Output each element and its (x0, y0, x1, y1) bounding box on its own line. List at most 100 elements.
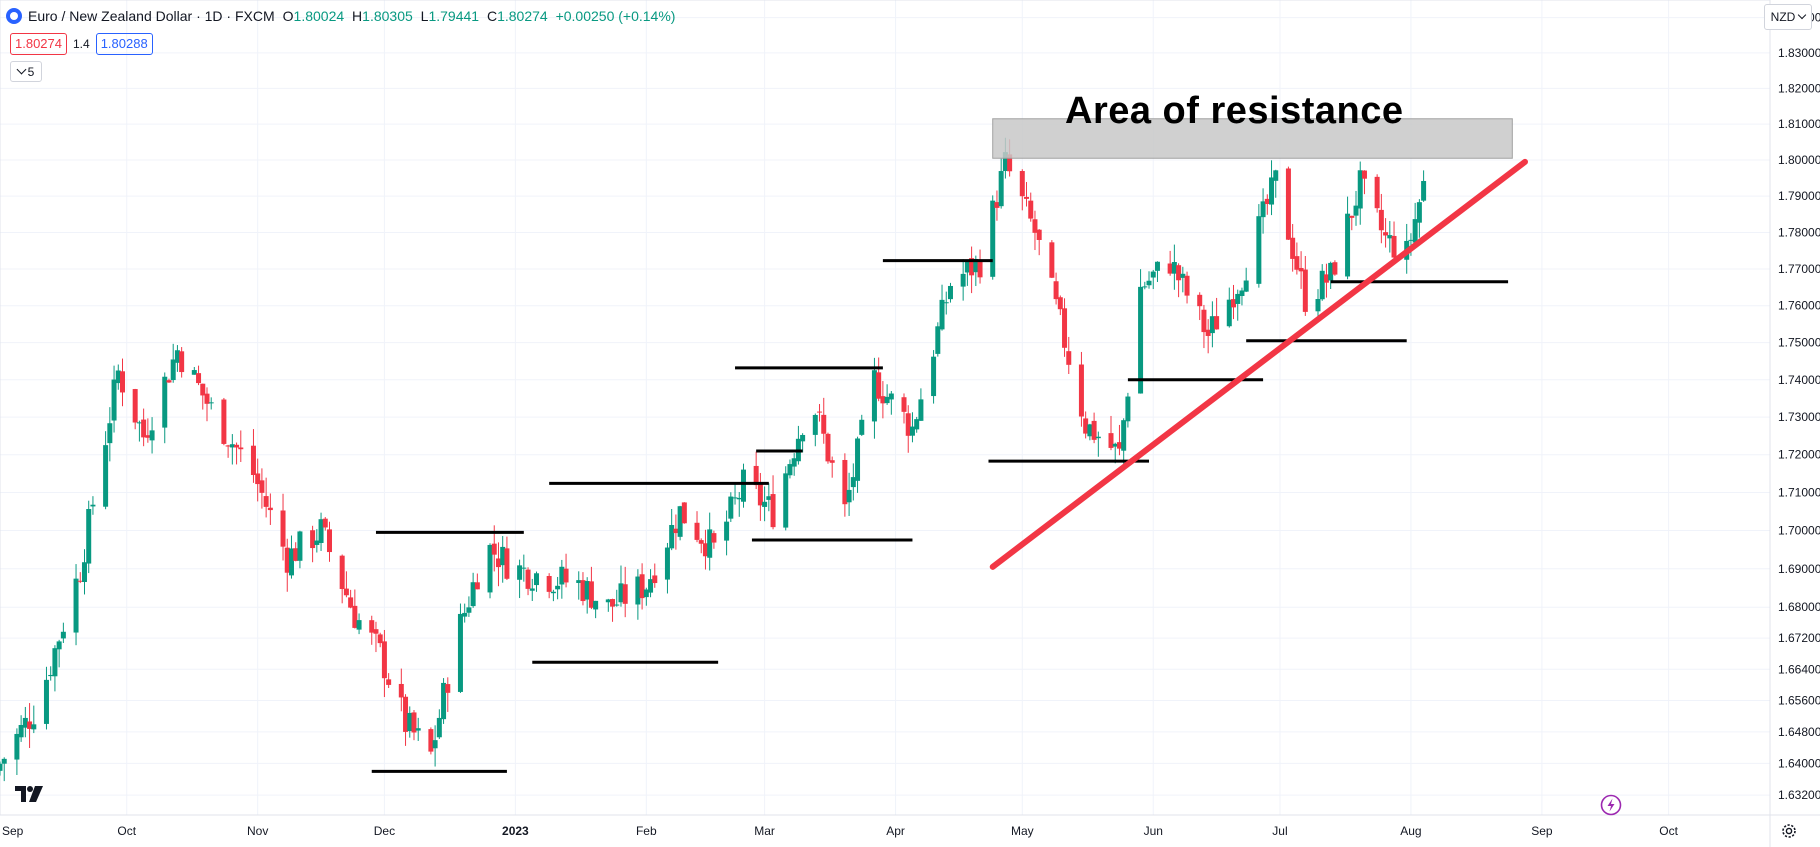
candle-down (1184, 275, 1190, 296)
trendline (989, 158, 1528, 570)
candle-up (614, 604, 620, 606)
candle-down (1197, 294, 1203, 307)
candle-up (635, 576, 641, 605)
candle-down (445, 684, 451, 693)
candle-up (584, 581, 590, 600)
candle-up (1387, 235, 1393, 239)
indicators-toggle-button[interactable]: 5 (10, 61, 42, 82)
candle-down (352, 605, 358, 628)
candle-down (373, 629, 379, 634)
candle-up (107, 423, 113, 444)
candle-down (200, 383, 206, 396)
y-tick-label: 1.83000 (1778, 46, 1820, 60)
candle-up (517, 565, 523, 580)
candle-down (495, 558, 501, 568)
symbol-title[interactable]: Euro / New Zealand Dollar · 1D · FXCM (28, 8, 275, 24)
candle-down (1205, 329, 1211, 336)
candle-down (1028, 200, 1034, 219)
candle-down (876, 372, 882, 399)
sell-price-button[interactable]: 1.80274 (10, 33, 67, 55)
candle-down (1116, 442, 1122, 449)
candle-up (1180, 273, 1186, 278)
candle-up (943, 302, 949, 304)
candle-down (267, 507, 273, 511)
candle-up (1121, 420, 1127, 451)
candle-down (1007, 154, 1013, 172)
candle-up (740, 469, 746, 502)
open-value: 1.80024 (293, 8, 345, 24)
candle-down (652, 575, 658, 584)
candle-up (964, 261, 970, 273)
candle-down (491, 543, 497, 555)
candle-up (1315, 299, 1321, 312)
resistance-zone (992, 118, 1513, 159)
candle-down (673, 528, 679, 534)
candle-down (1176, 265, 1182, 281)
candle-up (1235, 293, 1241, 304)
candle-up (356, 620, 362, 630)
candle-down (711, 533, 717, 543)
candle-up (1239, 290, 1245, 296)
candle-down (1290, 237, 1296, 259)
candle-up (22, 717, 28, 728)
candle-up (643, 589, 649, 598)
x-tick-label: Nov (247, 824, 268, 838)
candle-down (1053, 281, 1059, 300)
candle-up (555, 585, 561, 590)
candle-up (888, 393, 894, 400)
candle-down (1024, 196, 1030, 199)
candle-down (1231, 299, 1237, 308)
candle-up (432, 740, 438, 749)
candle-up (1353, 205, 1359, 216)
candle-down (1167, 263, 1173, 274)
candle-down (326, 529, 332, 553)
candle-down (1214, 316, 1220, 330)
candle-down (1302, 269, 1308, 312)
y-tick-label: 1.64000 (1778, 756, 1820, 770)
x-tick-label: 2023 (502, 824, 529, 838)
candle-up (318, 519, 324, 543)
legend-header: Euro / New Zealand Dollar · 1D · FXCM O1… (6, 4, 675, 28)
y-tick-label: 1.75000 (1778, 336, 1820, 350)
candle-up (415, 728, 421, 731)
gear-icon[interactable] (1780, 822, 1798, 840)
candle-up (1269, 177, 1275, 205)
candle-up (1125, 396, 1131, 422)
buy-price-button[interactable]: 1.80288 (95, 33, 153, 55)
candle-up (521, 567, 527, 569)
candle-up (136, 422, 142, 424)
lightning-icon[interactable] (1600, 794, 1622, 816)
candle-up (1171, 262, 1177, 274)
candle-up (43, 679, 49, 724)
candle-up (56, 641, 62, 650)
candle-down (842, 459, 848, 505)
candle-up (736, 497, 742, 500)
candle-down (250, 445, 256, 475)
candle-up (1142, 286, 1148, 288)
y-tick-label: 1.65600 (1778, 693, 1820, 707)
candle-up (677, 506, 683, 537)
candle-up (191, 370, 197, 375)
candle-up (111, 379, 117, 421)
candle-up (973, 258, 979, 273)
candle-down (1201, 309, 1207, 333)
candle-down (1285, 168, 1291, 240)
candle-down (411, 712, 417, 733)
tradingview-logo-icon[interactable] (14, 783, 44, 805)
resistance-annotation[interactable]: Area of resistance (1065, 90, 1404, 132)
candle-up (297, 531, 303, 561)
candle-down (196, 373, 202, 384)
candle-down (259, 480, 265, 493)
candle-up (1416, 202, 1422, 223)
currency-select[interactable]: NZD (1764, 4, 1812, 30)
currency-label: NZD (1770, 10, 1796, 24)
low-value: 1.79441 (428, 8, 480, 24)
candle-up (1345, 213, 1351, 277)
candle-down (1091, 420, 1097, 440)
spread-value: 1.4 (73, 37, 90, 51)
candle-up (1002, 152, 1008, 172)
x-tick-label: Mar (754, 824, 775, 838)
candle-up (909, 426, 915, 436)
candle-down (428, 729, 434, 752)
